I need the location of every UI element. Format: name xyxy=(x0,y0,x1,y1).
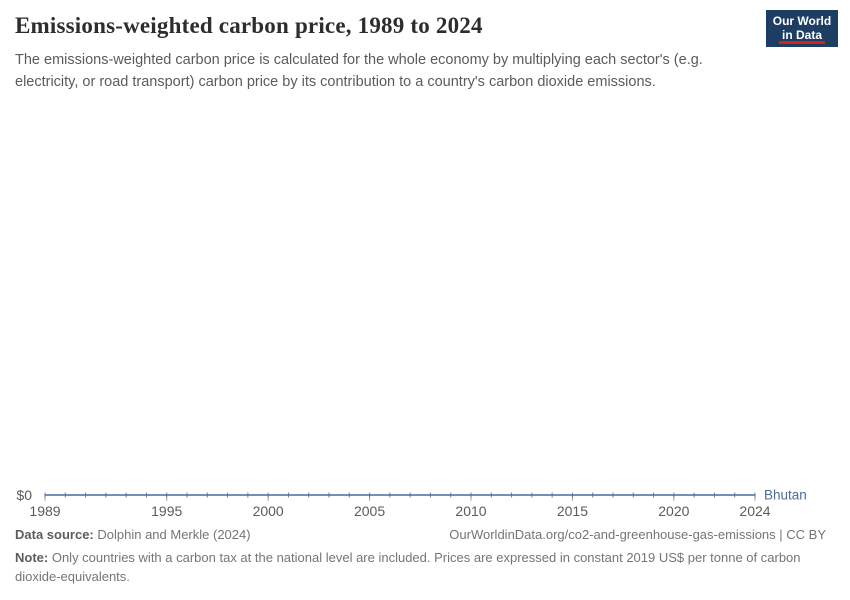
owid-logo[interactable]: Our World in Data xyxy=(766,10,838,47)
x-axis-tick-label: 2000 xyxy=(253,503,284,519)
data-source: Data source: Dolphin and Merkle (2024) xyxy=(15,527,251,542)
x-axis-tick-label: 2010 xyxy=(455,503,486,519)
x-axis-tick-label: 1989 xyxy=(29,503,60,519)
x-axis-tick-label: 2015 xyxy=(557,503,588,519)
chart-note: Note: Only countries with a carbon tax a… xyxy=(15,549,826,587)
source-row: Data source: Dolphin and Merkle (2024) O… xyxy=(15,527,826,542)
logo-line2: in Data xyxy=(781,28,822,43)
x-axis-tick-label: 2020 xyxy=(658,503,689,519)
logo-line1: Our World xyxy=(772,14,832,28)
data-source-value: Dolphin and Merkle (2024) xyxy=(97,527,251,542)
x-axis-tick-label: 2024 xyxy=(739,503,770,519)
series-label[interactable]: Bhutan xyxy=(764,488,807,503)
plot-area[interactable] xyxy=(0,100,850,465)
note-value: Only countries with a carbon tax at the … xyxy=(15,550,801,584)
chart-footer: Data source: Dolphin and Merkle (2024) O… xyxy=(15,527,826,587)
x-axis-tick-label: 1995 xyxy=(151,503,182,519)
y-axis-tick-label: $0 xyxy=(16,487,32,503)
chart-subtitle: The emissions-weighted carbon price is c… xyxy=(15,52,703,90)
x-axis-tick-label: 2005 xyxy=(354,503,385,519)
logo-accent-bar xyxy=(779,40,825,44)
note-label: Note: xyxy=(15,550,49,565)
chart-title: Emissions-weighted carbon price, 1989 to… xyxy=(15,13,483,38)
owid-url-link[interactable]: OurWorldinData.org/co2-and-greenhouse-ga… xyxy=(449,527,826,542)
data-source-label: Data source: xyxy=(15,527,94,542)
